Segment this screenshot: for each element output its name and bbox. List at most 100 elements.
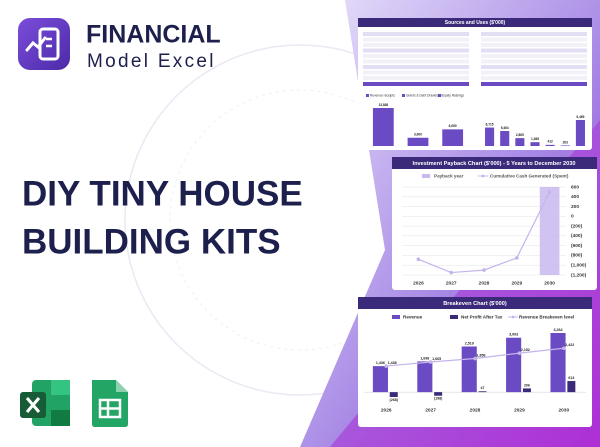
table-row: [363, 37, 469, 42]
point: [449, 270, 453, 275]
data-label: 6,060: [449, 124, 457, 128]
data-label: 1,438: [388, 361, 397, 365]
sheets-icon: [92, 380, 128, 427]
point: [547, 190, 552, 194]
y-tick-label: (1,000): [571, 262, 587, 268]
bar: [372, 108, 394, 146]
data-label: 412: [547, 140, 553, 144]
bar: [550, 333, 566, 393]
x-tick-label: 2027: [425, 407, 436, 413]
bar: [417, 361, 433, 393]
data-label: 2,152: [521, 348, 530, 352]
table-row: [481, 32, 587, 36]
bar: [575, 119, 585, 146]
bar: [560, 145, 570, 146]
logo-tagline: Model Excel: [87, 51, 216, 72]
legend-swatch: [438, 94, 441, 97]
data-label: 203: [563, 140, 569, 144]
data-label: (268): [390, 398, 399, 402]
legend-swatch: [402, 94, 405, 97]
payback-bar: [539, 187, 560, 275]
bar: [442, 129, 464, 146]
x-tick-label: 2028: [470, 407, 481, 413]
point: [416, 257, 421, 262]
excel-icon: [20, 380, 70, 426]
logo-icon: [25, 36, 47, 52]
legend-swatch: [511, 315, 515, 319]
data-label: (198): [434, 397, 443, 401]
bar: [485, 127, 495, 146]
table-row: [363, 59, 469, 64]
logo-badge: [18, 18, 70, 70]
breakeven-card: Breakeven Chart ($'000) 2026 2027 2028 2029 2…: [358, 297, 592, 427]
data-label: 2,865: [516, 133, 524, 137]
bar: [500, 130, 510, 146]
data-label: 47: [481, 386, 485, 390]
data-label: 1,665: [432, 357, 441, 361]
legend-swatch: [366, 94, 369, 97]
bar: [545, 144, 555, 146]
table-row: [481, 65, 587, 69]
data-label: 1,388: [531, 137, 539, 141]
table-row: [481, 43, 587, 47]
data-label: 9,469: [576, 115, 584, 119]
point: [473, 356, 477, 361]
excel-mark: [25, 397, 41, 413]
excel-sheet: [51, 380, 70, 395]
y-tick-label: (600): [571, 243, 583, 249]
table-row: [363, 43, 469, 47]
bar: [567, 381, 576, 393]
data-label: 3,264: [554, 328, 563, 332]
card-header: [392, 157, 597, 169]
table-row: [363, 70, 469, 75]
card-title: Sources and Uses ($'000): [445, 20, 506, 26]
table-total: [363, 82, 469, 86]
data-label: 1,436: [376, 361, 385, 365]
x-tick-label: 2026: [381, 407, 392, 413]
y-tick-label: (400): [571, 233, 583, 239]
bar: [530, 142, 540, 146]
bar: [515, 138, 525, 146]
data-label: 13,838: [378, 103, 388, 107]
legend-label: Cumulative Cash Generated (Spent): [490, 174, 569, 179]
table-row: [363, 54, 469, 58]
data-label: 3,003: [509, 333, 518, 337]
table-row: [363, 76, 469, 80]
table-row: [481, 70, 587, 75]
bar: [522, 388, 531, 393]
table-total: [481, 82, 587, 86]
y-tick-label: 200: [571, 204, 579, 210]
y-tick-label: (200): [571, 223, 583, 229]
payback-card: Investment Payback Chart ($'000) - 5 Yea…: [392, 157, 597, 290]
data-label: 206: [524, 383, 530, 387]
x-tick-label: 2026: [413, 280, 424, 286]
y-tick-label: 400: [571, 194, 579, 200]
point: [562, 346, 566, 351]
point: [517, 351, 522, 355]
legend-swatch: [481, 174, 485, 178]
data-label: 3,000: [414, 133, 422, 137]
point: [515, 256, 519, 260]
legend-label: Revenue Breakeven level: [519, 315, 574, 320]
x-tick-label: 2030: [544, 280, 555, 286]
x-tick-label: 2027: [446, 280, 457, 286]
data-label: 613: [568, 376, 574, 380]
card-title: Breakeven Chart ($'000): [443, 301, 507, 307]
legend-label: Net Profit After Tax: [461, 315, 503, 320]
y-tick-label: (800): [571, 253, 583, 259]
table-row: [481, 59, 587, 64]
y-tick-label: 600: [571, 184, 579, 190]
excel-sheet: [51, 410, 70, 426]
bar: [434, 392, 443, 396]
bar: [372, 366, 388, 393]
legend-label: Equity Raisings: [442, 94, 464, 98]
headline: BUILDING KITS: [22, 222, 281, 261]
logo-name: FINANCIAL: [86, 21, 221, 49]
bar: [478, 391, 487, 393]
table-row: [481, 54, 587, 58]
data-label: 5,464: [501, 126, 509, 130]
data-label: 2,422: [565, 343, 574, 347]
card-header: [358, 18, 592, 27]
